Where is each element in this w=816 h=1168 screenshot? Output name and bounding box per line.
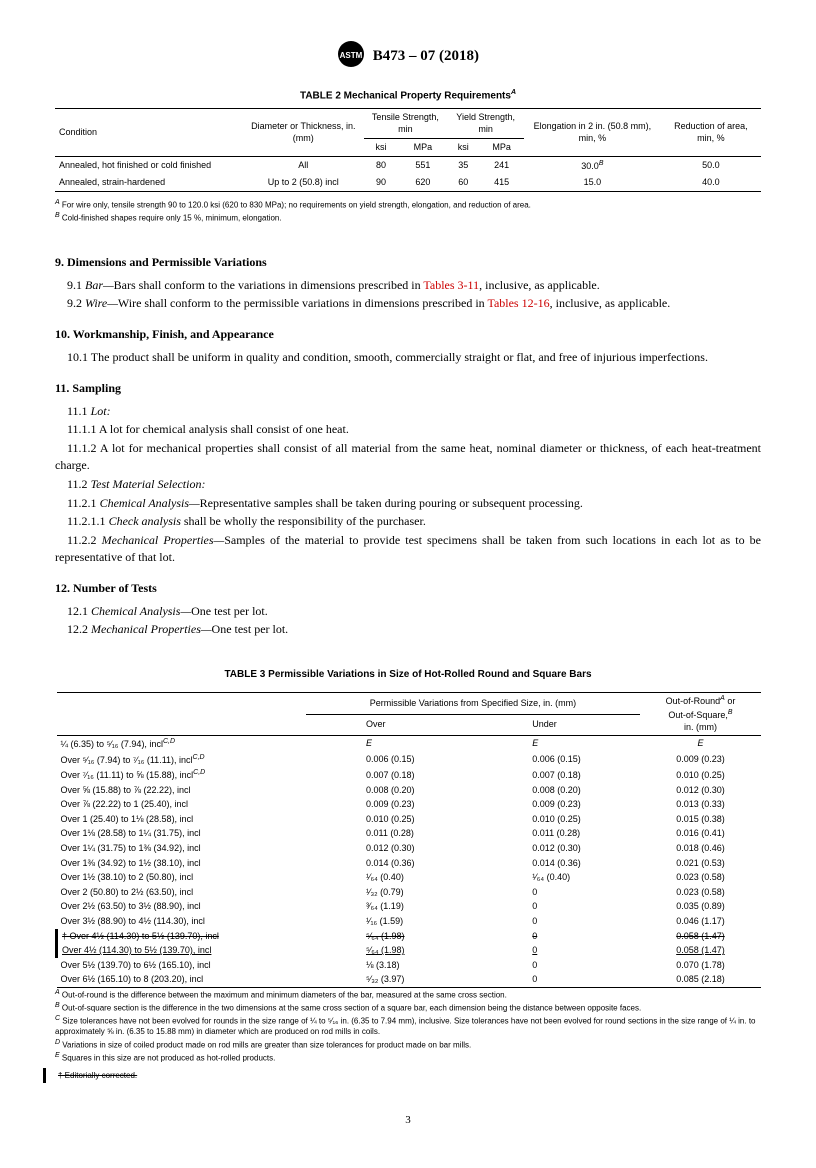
para-9-1: 9.1 Bar—Bars shall conform to the variat…	[55, 277, 761, 294]
table-row: Over ⁷⁄₁₆ (11.11) to ⅝ (15.88), inclC,D0…	[57, 767, 762, 783]
table-row: Over ⅝ (15.88) to ⅞ (22.22), incl0.008 (…	[57, 783, 762, 798]
document-header: ASTM B473 – 07 (2018)	[55, 40, 761, 73]
table-row: Over ⅞ (22.22) to 1 (25.40), incl0.009 (…	[57, 797, 762, 812]
table-row: ¼ (6.35) to ⁵⁄₁₆ (7.94), inclC,DEEE	[57, 735, 762, 751]
link-tables-12-16[interactable]: Tables 12-16	[487, 296, 549, 310]
section-11-heading: 11. Sampling	[55, 380, 761, 397]
col-permissible: Permissible Variations from Specified Si…	[306, 693, 640, 714]
col-elongation: Elongation in 2 in. (50.8 mm), min, %	[524, 108, 661, 156]
table-row: Over 1⅜ (34.92) to 1½ (38.10), incl0.014…	[57, 856, 762, 871]
section-10-heading: 10. Workmanship, Finish, and Appearance	[55, 326, 761, 343]
table2-footnotes: A For wire only, tensile strength 90 to …	[55, 198, 761, 224]
para-11-2-1-1: 11.2.1.1 Check analysis shall be wholly …	[55, 513, 761, 530]
table-row: Over 1⅛ (28.58) to 1¼ (31.75), incl0.011…	[57, 826, 762, 841]
para-11-2-1: 11.2.1 Chemical Analysis—Representative …	[55, 495, 761, 512]
col-yield: Yield Strength, min	[447, 108, 524, 138]
para-11-1-2: 11.1.2 A lot for mechanical properties s…	[55, 440, 761, 474]
link-tables-3-11[interactable]: Tables 3-11	[423, 278, 479, 292]
table-row: Over 2½ (63.50) to 3½ (88.90), incl³⁄₆₄ …	[57, 899, 762, 914]
astm-logo: ASTM	[337, 40, 365, 73]
table-row: Over 1 (25.40) to 1⅛ (28.58), incl0.010 …	[57, 812, 762, 827]
table3-title: TABLE 3 Permissible Variations in Size o…	[55, 668, 761, 682]
page-number: 3	[55, 1113, 761, 1128]
table2-title: TABLE 2 Mechanical Property Requirements…	[55, 88, 761, 103]
table-row: Over 4½ (114.30) to 5½ (139.70), incl⁵⁄₆…	[57, 943, 762, 958]
table-row: Annealed, strain-hardenedUp to 2 (50.8) …	[55, 174, 761, 191]
table3-footnotes: A Out-of-round is the difference between…	[55, 988, 761, 1064]
col-oor: Out-of-RoundA or Out-of-Square,B in. (mm…	[640, 693, 761, 736]
col-reduction: Reduction of area, min, %	[661, 108, 761, 156]
col-tensile: Tensile Strength, min	[364, 108, 448, 138]
para-10-1: 10.1 The product shall be uniform in qua…	[55, 349, 761, 366]
para-11-1-1: 11.1.1 A lot for chemical analysis shall…	[55, 421, 761, 438]
table-row: Over 6½ (165.10) to 8 (203.20), incl⁵⁄₃₂…	[57, 972, 762, 987]
table-row: Over 1½ (38.10) to 2 (50.80), incl¹⁄₆₄ (…	[57, 870, 762, 885]
table-row: Over ⁵⁄₁₆ (7.94) to ⁷⁄₁₆ (11.11), inclC,…	[57, 752, 762, 768]
document-designation: B473 – 07 (2018)	[373, 46, 479, 67]
para-11-1: 11.1 Lot:	[55, 403, 761, 420]
table-row: † Over 4½ (114.30) to 5½ (139.70), incl⁵…	[57, 929, 762, 944]
svg-text:ASTM: ASTM	[340, 51, 363, 60]
table-row: Over 3½ (88.90) to 4½ (114.30), incl¹⁄₁₆…	[57, 914, 762, 929]
section-9-heading: 9. Dimensions and Permissible Variations	[55, 254, 761, 271]
para-11-2: 11.2 Test Material Selection:	[55, 476, 761, 493]
para-11-2-2: 11.2.2 Mechanical Properties—Samples of …	[55, 532, 761, 566]
para-9-2: 9.2 Wire—Wire shall conform to the permi…	[55, 295, 761, 312]
table-row: Over 2 (50.80) to 2½ (63.50), incl¹⁄₃₂ (…	[57, 885, 762, 900]
para-12-1: 12.1 Chemical Analysis—One test per lot.	[55, 603, 761, 620]
table-row: Annealed, hot finished or cold finishedA…	[55, 156, 761, 174]
editorial-correction: † Editorially corrected.	[43, 1068, 761, 1083]
col-diameter: Diameter or Thickness, in. (mm)	[243, 108, 364, 156]
section-12-heading: 12. Number of Tests	[55, 580, 761, 597]
table-row: Over 1¼ (31.75) to 1⅜ (34.92), incl0.012…	[57, 841, 762, 856]
table2: Condition Diameter or Thickness, in. (mm…	[55, 108, 761, 192]
para-12-2: 12.2 Mechanical Properties—One test per …	[55, 621, 761, 638]
table-row: Over 5½ (139.70) to 6½ (165.10), incl⅛ (…	[57, 958, 762, 973]
table3: Permissible Variations from Specified Si…	[55, 692, 761, 988]
col-condition: Condition	[55, 108, 243, 156]
